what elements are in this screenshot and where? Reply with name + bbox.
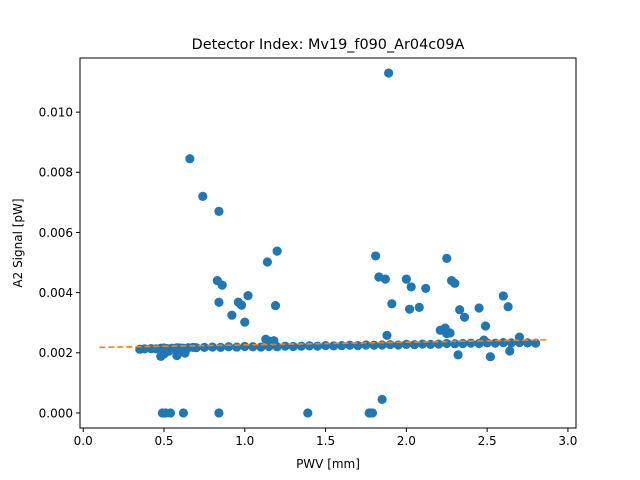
data-point xyxy=(337,340,347,351)
data-point xyxy=(498,291,508,301)
data-point xyxy=(207,342,218,352)
y-axis-ticks: 0.000 0.002 0.004 0.006 0.008 0.010 xyxy=(39,105,80,420)
data-point xyxy=(262,257,273,267)
data-point xyxy=(180,348,190,358)
data-point xyxy=(380,274,390,284)
data-point xyxy=(240,341,250,352)
data-point xyxy=(377,340,387,350)
chart-title: Detector Index: Mv19_f090_Ar04c09A xyxy=(192,37,465,53)
data-point xyxy=(198,191,208,201)
data-point xyxy=(215,342,226,352)
data-point xyxy=(382,330,392,340)
data-point xyxy=(214,408,224,418)
data-point xyxy=(240,317,250,327)
data-point xyxy=(243,291,253,301)
data-point xyxy=(387,299,397,309)
data-point xyxy=(474,303,484,313)
data-point xyxy=(458,338,468,349)
data-point xyxy=(435,325,445,335)
data-point xyxy=(270,300,281,311)
data-point xyxy=(320,340,331,351)
data-point xyxy=(377,394,387,405)
data-point xyxy=(514,332,525,342)
y-tick-label: 0.004 xyxy=(39,286,73,300)
x-tick-label: 3.0 xyxy=(558,434,577,448)
x-axis-ticks: 0.0 0.5 1.0 1.5 2.0 2.5 3.0 xyxy=(74,428,577,448)
x-tick-label: 1.0 xyxy=(235,434,254,448)
y-axis-label: A2 Signal [pW] xyxy=(11,198,25,287)
x-tick-label: 0.0 xyxy=(74,434,93,448)
data-point xyxy=(214,206,224,217)
data-point xyxy=(164,346,174,356)
data-point xyxy=(385,340,395,350)
data-point xyxy=(236,300,247,310)
data-point xyxy=(505,346,515,356)
data-point xyxy=(401,274,411,284)
data-point xyxy=(466,338,476,348)
x-tick-label: 2.0 xyxy=(397,434,416,448)
data-point xyxy=(498,337,508,348)
data-point xyxy=(453,350,463,360)
x-tick-label: 1.5 xyxy=(316,434,335,448)
data-point xyxy=(485,352,495,362)
fit-line-layer xyxy=(99,339,547,349)
x-axis-label: PWV [mm] xyxy=(296,457,360,471)
data-point xyxy=(272,246,282,256)
y-tick-label: 0.000 xyxy=(39,406,73,420)
x-tick-label: 0.5 xyxy=(154,434,173,448)
data-point xyxy=(345,340,355,350)
plot-area xyxy=(99,68,547,418)
data-point xyxy=(199,342,209,352)
data-point xyxy=(480,321,491,331)
data-point xyxy=(227,310,237,320)
data-point xyxy=(417,339,428,349)
data-point xyxy=(450,278,460,288)
data-point xyxy=(383,68,394,78)
data-point xyxy=(217,280,227,290)
data-point xyxy=(248,342,258,352)
data-point xyxy=(288,341,298,352)
data-point xyxy=(459,312,470,322)
data-point xyxy=(191,343,201,353)
data-point xyxy=(296,341,306,351)
data-point xyxy=(185,154,195,164)
plot-frame xyxy=(79,57,577,429)
data-point xyxy=(421,283,431,294)
data-point xyxy=(361,340,371,350)
data-point xyxy=(414,302,424,312)
data-point xyxy=(455,305,465,315)
data-point xyxy=(280,341,290,351)
y-tick-label: 0.008 xyxy=(39,166,73,180)
data-point xyxy=(304,341,315,351)
data-point xyxy=(269,336,279,346)
data-point xyxy=(479,335,489,345)
data-point xyxy=(371,251,381,261)
data-point xyxy=(442,338,452,349)
data-point xyxy=(178,408,188,418)
data-point xyxy=(172,350,182,361)
data-point xyxy=(303,408,313,418)
y-tick-label: 0.010 xyxy=(39,105,73,119)
data-point xyxy=(232,342,242,352)
y-tick-label: 0.006 xyxy=(39,226,73,240)
x-tick-label: 2.5 xyxy=(478,434,497,448)
data-point xyxy=(503,302,513,312)
y-tick-label: 0.002 xyxy=(39,346,73,360)
data-point xyxy=(214,297,224,307)
data-point xyxy=(445,328,455,338)
fit-line xyxy=(99,339,547,349)
data-point xyxy=(224,342,234,352)
data-point xyxy=(401,339,411,349)
data-point xyxy=(367,408,378,418)
data-point xyxy=(406,282,416,292)
data-point xyxy=(450,339,460,349)
data-point xyxy=(165,408,176,418)
data-point xyxy=(442,253,452,263)
data-point xyxy=(404,304,415,314)
